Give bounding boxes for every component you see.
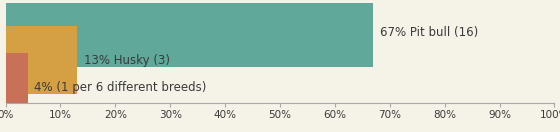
Text: 67% Pit bull (16): 67% Pit bull (16) — [380, 26, 478, 39]
Bar — [6, 0, 374, 67]
Text: 4% (1 per 6 different breeds): 4% (1 per 6 different breeds) — [34, 81, 207, 94]
Bar — [6, 53, 27, 122]
Text: 13% Husky (3): 13% Husky (3) — [83, 54, 170, 67]
Bar — [6, 26, 77, 94]
